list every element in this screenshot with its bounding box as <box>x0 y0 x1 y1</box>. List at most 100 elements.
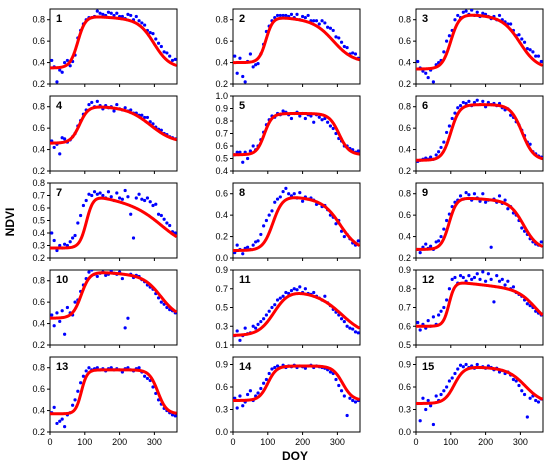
data-point <box>426 398 430 403</box>
panel-frame <box>49 269 178 346</box>
data-point <box>481 11 485 15</box>
panel-number: 5 <box>239 100 245 112</box>
data-point <box>351 51 355 55</box>
data-point <box>129 212 133 216</box>
data-point <box>345 324 349 328</box>
panel-frame <box>415 356 544 433</box>
data-point <box>275 197 280 201</box>
data-point <box>348 326 352 330</box>
panel-15: 0.0 0.3 0.6 0.9 0 100 200 300 15 <box>398 356 544 447</box>
data-point <box>472 275 477 280</box>
data-point <box>98 11 102 15</box>
data-point <box>470 9 474 12</box>
data-point <box>126 12 130 16</box>
data-point <box>170 58 175 63</box>
y-tick-label: 0.9 <box>398 265 411 275</box>
y-tick-label: 0.7 <box>398 303 411 313</box>
data-point <box>58 152 62 156</box>
data-point <box>162 50 166 54</box>
data-point <box>246 245 250 249</box>
y-tick-label: 0.6 <box>215 141 228 151</box>
panel-number: 11 <box>239 274 251 286</box>
data-point <box>154 37 158 41</box>
x-tick-label: 300 <box>330 437 345 447</box>
data-point <box>165 221 169 225</box>
panel-marks <box>416 270 543 332</box>
y-tick-label: 0.2 <box>398 253 411 263</box>
data-point <box>416 320 420 325</box>
data-point <box>300 199 305 203</box>
data-point <box>284 290 288 295</box>
y-tick-label: 0.4 <box>215 166 228 176</box>
panel-7: 0.2 0.3 0.4 0.5 0.6 0.7 0.8 7 <box>32 178 178 263</box>
panel-marks <box>233 363 360 418</box>
data-point <box>481 270 485 274</box>
data-point <box>52 405 56 409</box>
y-tick-label: 0.6 <box>215 382 228 392</box>
data-point <box>235 150 239 154</box>
fitted-curve <box>416 196 543 251</box>
panel-number: 3 <box>422 13 428 25</box>
data-point <box>68 64 72 68</box>
data-point <box>58 243 62 248</box>
data-point <box>68 240 72 244</box>
data-point <box>434 153 438 157</box>
y-tick-label: 0.8 <box>32 178 45 188</box>
data-point <box>264 313 269 317</box>
data-point <box>497 13 502 18</box>
data-point <box>418 419 422 423</box>
data-point <box>143 198 147 203</box>
y-tick-label: 0.3 <box>398 405 411 415</box>
y-tick-label: 0.9 <box>215 265 228 275</box>
fitted-curve <box>233 364 360 402</box>
data-point <box>84 198 88 203</box>
data-point <box>120 14 124 19</box>
data-point <box>481 99 485 103</box>
data-point <box>328 26 333 30</box>
data-point <box>273 303 277 307</box>
data-point <box>95 99 99 103</box>
data-point <box>262 317 266 321</box>
panel-2: 0.2 0.4 0.6 0.8 2 <box>215 8 361 89</box>
y-tick-label: 0.2 <box>32 427 45 437</box>
data-point <box>145 376 150 381</box>
y-tick-label: 0.8 <box>398 102 411 112</box>
data-point <box>416 59 420 64</box>
panel-10: 0.2 0.4 0.6 0.8 10 <box>32 269 178 350</box>
data-point <box>342 234 346 239</box>
data-point <box>442 305 446 310</box>
data-point <box>254 240 258 244</box>
data-point <box>87 192 91 196</box>
y-tick-label: 0.2 <box>32 79 45 89</box>
data-point <box>137 366 141 370</box>
data-point <box>84 369 88 373</box>
data-point <box>342 44 346 49</box>
data-point <box>517 383 521 388</box>
data-point <box>418 251 422 255</box>
data-point <box>243 326 247 330</box>
data-point <box>241 252 245 256</box>
y-tick-label: 0.9 <box>215 360 228 370</box>
y-tick-label: 0.6 <box>32 123 45 133</box>
panel-number: 13 <box>56 361 68 373</box>
data-point <box>73 398 77 402</box>
data-point <box>281 13 285 18</box>
panel-6: 0.2 0.4 0.6 0.8 6 <box>398 95 544 176</box>
data-point <box>514 379 518 383</box>
data-point <box>434 240 438 244</box>
data-point <box>467 274 471 278</box>
data-point <box>431 422 435 427</box>
data-point <box>356 239 360 243</box>
data-point <box>79 381 83 385</box>
y-tick-label: 0.4 <box>398 58 411 68</box>
panel-number: 8 <box>239 187 245 199</box>
data-point <box>87 366 91 370</box>
data-point <box>134 14 138 19</box>
data-point <box>320 118 324 122</box>
data-point <box>73 300 77 304</box>
data-point <box>437 150 441 154</box>
data-point <box>437 239 441 243</box>
fitted-curve <box>233 196 360 252</box>
data-point <box>339 389 344 393</box>
data-point <box>106 10 111 14</box>
